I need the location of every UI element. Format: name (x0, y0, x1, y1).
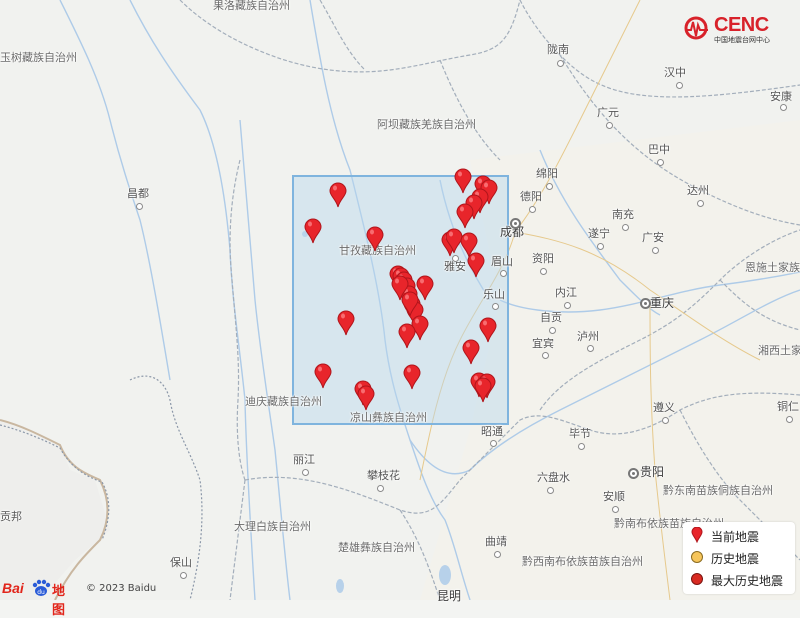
label-ganzi: 甘孜藏族自治州 (339, 244, 416, 257)
cenc-seismograph-icon (684, 16, 708, 40)
city-dot-baoshan (180, 572, 187, 579)
label-dali: 大理白族自治州 (234, 520, 311, 533)
label-gongbu: 贡邦 (0, 510, 22, 523)
baidu-logo-ditu: 地图 (52, 584, 66, 618)
city-dot-ziyang (540, 268, 547, 275)
baidu-paw-icon: du (32, 579, 51, 596)
capital-dot-chongqing (640, 298, 651, 309)
label-diqing: 迪庆藏族自治州 (245, 395, 322, 408)
label-liupanshui: 六盘水 (537, 471, 570, 484)
cenc-logo: CENC 中国地震台网中心 (684, 14, 788, 44)
label-meishan: 眉山 (491, 255, 513, 268)
city-dot-neijiang (564, 302, 571, 309)
label-dazhou: 达州 (687, 184, 709, 197)
city-dot-hanzhong (676, 82, 683, 89)
label-aba: 阿坝藏族羌族自治州 (377, 118, 476, 131)
capital-dot-chengdu (510, 218, 521, 229)
red-dot-icon (691, 573, 703, 585)
label-baoshan: 保山 (170, 556, 192, 569)
city-dot-ankang (780, 104, 787, 111)
city-dot-zigong (549, 327, 556, 334)
label-yibin: 宜宾 (532, 337, 554, 350)
city-dot-guangan (652, 247, 659, 254)
label-chongqing: 重庆 (650, 296, 675, 310)
red-pin-icon (691, 527, 703, 543)
label-longnan: 陇南 (547, 43, 569, 56)
label-kunming: 昆明 (437, 589, 462, 603)
label-zhaotong: 昭通 (481, 425, 503, 438)
legend-max-historical-label: 最大历史地震 (711, 574, 784, 588)
city-dot-qujing (494, 551, 501, 558)
label-qiandongnan: 黔东南苗族侗族自治州 (663, 484, 773, 497)
city-dot-luzhou (587, 345, 594, 352)
city-dot-deyang (529, 206, 536, 213)
label-zigong: 自贡 (540, 311, 562, 324)
city-dot-bazhong (657, 159, 664, 166)
city-dot-leshan (492, 303, 499, 310)
legend-current-label: 当前地震 (711, 530, 760, 544)
cenc-logo-subtext: 中国地震台网中心 (714, 36, 770, 44)
city-dot-zunyi (662, 417, 669, 424)
label-qamdo: 昌都 (127, 187, 149, 200)
city-dot-dazhou (697, 200, 704, 207)
city-dot-yaan (452, 255, 459, 262)
label-nanchong: 南充 (612, 208, 634, 221)
label-lijiang: 丽江 (293, 453, 315, 466)
label-guangyuan: 广元 (597, 106, 619, 119)
city-dot-qamdo (136, 203, 143, 210)
label-bijie: 毕节 (569, 427, 591, 440)
label-ziyang: 资阳 (532, 252, 554, 265)
label-chuxiong: 楚雄彝族自治州 (338, 541, 415, 554)
capital-dot-guiyang (628, 468, 639, 479)
label-xiangxi: 湘西土家 (758, 344, 800, 357)
label-neijiang: 内江 (555, 286, 577, 299)
city-dot-liupanshui (547, 487, 554, 494)
city-dot-longnan (557, 60, 564, 67)
label-zunyi: 遵义 (653, 401, 675, 414)
label-guiyang: 贵阳 (640, 465, 665, 479)
label-chengdu: 成都 (500, 225, 525, 239)
city-dot-meishan (500, 270, 507, 277)
map-copyright: © 2023 Baidu (86, 583, 157, 594)
label-anshun: 安顺 (603, 490, 625, 503)
label-ankang: 安康 (770, 90, 792, 103)
cenc-logo-text: CENC (714, 14, 769, 36)
city-dot-nanchong (622, 224, 629, 231)
label-mianyang: 绵阳 (536, 167, 558, 180)
city-dot-suining (597, 243, 604, 250)
base-map[interactable] (0, 0, 800, 600)
label-guangan: 广安 (642, 231, 664, 244)
svg-text:du: du (37, 589, 45, 596)
label-luzhou: 泸州 (577, 330, 599, 343)
city-dot-mianyang (546, 183, 553, 190)
label-leshan: 乐山 (483, 288, 505, 301)
city-dot-bijie (578, 443, 585, 450)
label-liangshan: 凉山彝族自治州 (350, 411, 427, 424)
label-tongren: 铜仁 (777, 400, 799, 413)
label-qianxinan: 黔西南布依族苗族自治州 (522, 555, 643, 568)
label-enshi: 恩施土家族 (745, 261, 800, 274)
label-suining: 遂宁 (588, 227, 610, 240)
label-bazhong: 巴中 (648, 143, 670, 156)
query-area-rectangle (292, 175, 509, 425)
label-deyang: 德阳 (520, 190, 542, 203)
city-dot-guangyuan (606, 122, 613, 129)
city-dot-tongren (786, 416, 793, 423)
city-dot-anshun (612, 506, 619, 513)
city-dot-lijiang (302, 469, 309, 476)
map-legend: 当前地震 历史地震 最大历史地震 (683, 522, 795, 594)
city-dot-yibin (542, 352, 549, 359)
yellow-dot-icon (691, 551, 703, 563)
label-hanzhong: 汉中 (664, 66, 686, 79)
legend-historical-label: 历史地震 (711, 552, 760, 566)
city-dot-zhaotong (490, 440, 497, 447)
label-yushu: 玉树藏族自治州 (0, 51, 77, 64)
baidu-logo-text: Bai (2, 580, 24, 596)
label-panzhihua: 攀枝花 (367, 469, 400, 482)
label-qujing: 曲靖 (485, 535, 507, 548)
label-yaan: 雅安 (444, 260, 466, 273)
city-dot-panzhihua (377, 485, 384, 492)
label-guoluo: 果洛藏族自治州 (213, 0, 290, 12)
